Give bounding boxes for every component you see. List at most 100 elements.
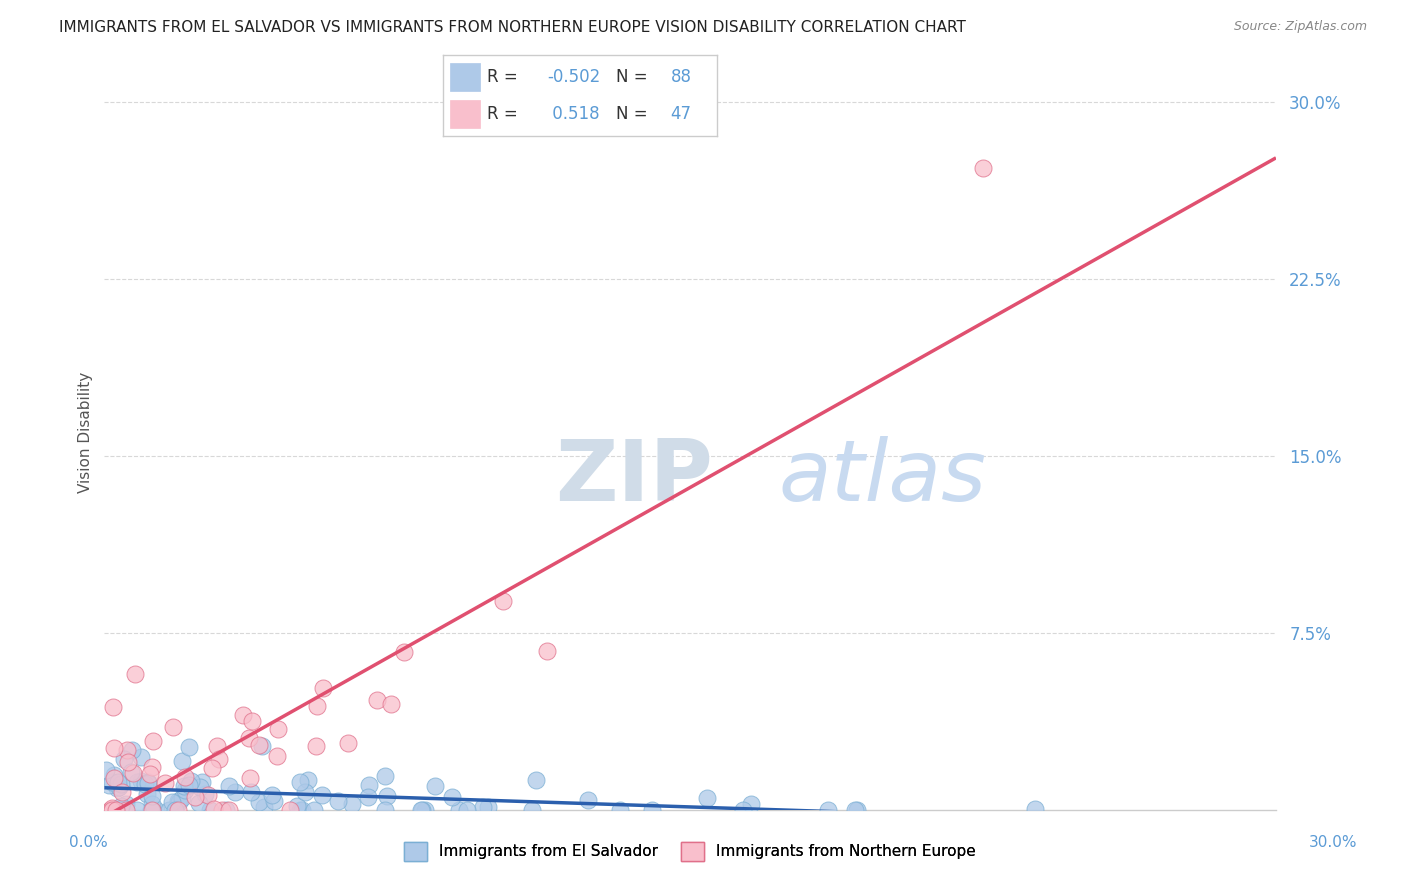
Point: [172, 754, 194, 768]
Point: [291, 803, 314, 817]
Point: [340, 797, 363, 812]
Text: R =: R =: [486, 68, 523, 86]
Point: [423, 779, 446, 793]
Point: [211, 803, 233, 817]
Point: [125, 775, 148, 789]
Text: 47: 47: [671, 105, 692, 123]
Point: [392, 645, 415, 659]
Point: [157, 803, 180, 817]
Point: [110, 785, 132, 799]
Bar: [450, 63, 479, 91]
Point: [641, 803, 664, 817]
Point: [107, 774, 129, 789]
Point: [411, 803, 433, 817]
Point: [609, 803, 631, 817]
Point: [311, 681, 333, 695]
Text: ZIP: ZIP: [555, 436, 713, 519]
Point: [94, 763, 117, 777]
Point: [380, 697, 402, 711]
Point: [201, 761, 224, 775]
Text: 0.0%: 0.0%: [69, 836, 108, 850]
Point: [191, 775, 214, 789]
Point: [290, 803, 312, 817]
Point: [173, 779, 195, 793]
Point: [141, 760, 163, 774]
Point: [208, 751, 231, 765]
Point: [441, 790, 464, 805]
Point: [218, 803, 240, 817]
Text: IMMIGRANTS FROM EL SALVADOR VS IMMIGRANTS FROM NORTHERN EUROPE VISION DISABILITY: IMMIGRANTS FROM EL SALVADOR VS IMMIGRANT…: [59, 20, 966, 35]
Point: [520, 803, 543, 817]
Point: [110, 799, 132, 814]
Point: [294, 785, 316, 799]
Point: [188, 796, 211, 810]
Point: [357, 778, 380, 792]
Point: [97, 778, 120, 792]
Point: [110, 777, 132, 791]
Point: [173, 783, 195, 797]
Point: [262, 788, 284, 802]
Point: [357, 790, 380, 805]
Point: [411, 803, 433, 817]
Point: [98, 803, 121, 817]
Point: [165, 803, 187, 817]
Point: [153, 776, 176, 790]
Point: [305, 698, 328, 713]
Text: N =: N =: [616, 105, 652, 123]
Point: [183, 790, 205, 805]
Point: [120, 765, 142, 780]
Point: [576, 792, 599, 806]
Point: [194, 787, 217, 801]
Point: [121, 743, 143, 757]
Point: [145, 803, 167, 817]
Text: R =: R =: [486, 105, 529, 123]
Text: -0.502: -0.502: [547, 68, 600, 86]
Point: [136, 775, 159, 789]
Point: [972, 161, 994, 176]
Point: [740, 797, 762, 811]
Point: [129, 750, 152, 764]
Point: [491, 594, 513, 608]
Point: [125, 803, 148, 817]
Point: [1024, 802, 1046, 816]
Point: [129, 774, 152, 789]
Point: [311, 788, 333, 802]
Point: [238, 731, 260, 746]
Point: [232, 708, 254, 723]
Point: [224, 785, 246, 799]
Text: N =: N =: [616, 68, 652, 86]
Point: [202, 802, 225, 816]
Point: [105, 781, 128, 796]
Point: [285, 799, 308, 814]
Legend: Immigrants from El Salvador, Immigrants from Northern Europe: Immigrants from El Salvador, Immigrants …: [398, 836, 983, 867]
Point: [305, 739, 328, 753]
Bar: [450, 100, 479, 128]
Point: [101, 775, 124, 789]
Point: [413, 803, 436, 817]
Point: [167, 795, 190, 809]
Point: [115, 742, 138, 756]
Point: [136, 776, 159, 790]
Point: [374, 769, 396, 783]
Text: atlas: atlas: [778, 436, 986, 519]
Point: [288, 775, 311, 789]
Point: [477, 800, 499, 814]
Point: [103, 741, 125, 756]
Point: [263, 793, 285, 807]
Point: [101, 803, 124, 817]
Point: [104, 803, 127, 817]
Point: [108, 780, 131, 795]
Point: [253, 799, 276, 814]
Point: [524, 772, 547, 787]
Point: [240, 785, 263, 799]
Point: [114, 803, 136, 817]
Point: [302, 803, 325, 817]
Point: [297, 772, 319, 787]
Point: [188, 780, 211, 794]
Point: [180, 774, 202, 789]
Point: [162, 720, 184, 734]
Point: [250, 739, 273, 753]
Point: [336, 736, 359, 750]
Point: [198, 803, 221, 817]
Point: [266, 748, 288, 763]
